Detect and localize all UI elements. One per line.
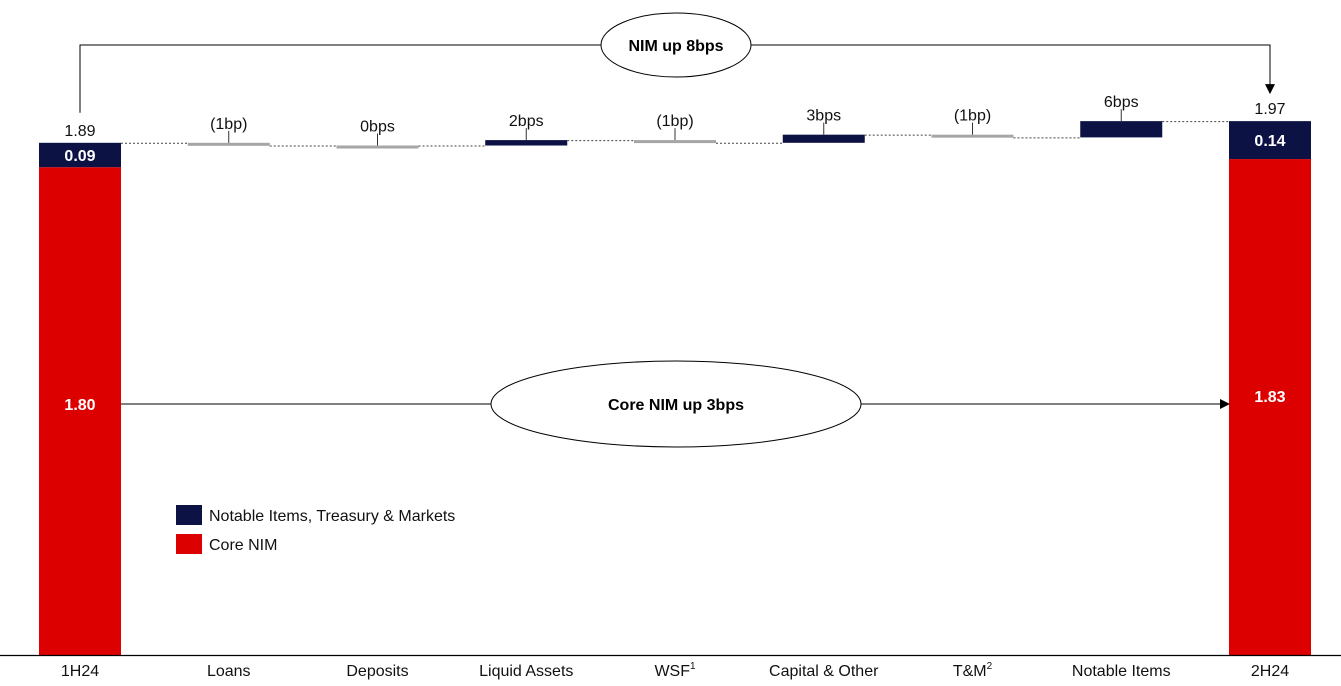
step-value-label: (1bp) xyxy=(954,108,991,125)
notable-value-label: 0.09 xyxy=(64,148,95,165)
step-bar xyxy=(336,145,419,149)
core-nim-bar xyxy=(39,167,121,655)
category-label: T&M2 xyxy=(953,661,993,680)
category-label: WSF1 xyxy=(654,661,696,680)
step-bar xyxy=(782,134,865,143)
total-value-label: 1.97 xyxy=(1254,101,1285,118)
legend: Notable Items, Treasury & Markets Core NI… xyxy=(176,505,455,554)
notable-value-label: 0.14 xyxy=(1254,133,1285,150)
step-bar xyxy=(1080,121,1163,138)
legend-label: Core NIM xyxy=(209,537,277,554)
x-axis: 1H24 Loans Deposits Liquid Assets WSF1 Capita… xyxy=(0,654,1341,680)
core-value-label: 1.83 xyxy=(1254,389,1285,406)
category-label: Notable Items xyxy=(1072,663,1171,680)
nim-bubble-text: NIM up 8bps xyxy=(628,38,723,55)
legend-swatch xyxy=(176,505,202,525)
notable-items-bar xyxy=(1229,121,1311,160)
core-nim-bubble-text: Core NIM up 3bps xyxy=(608,397,744,414)
connector-lines xyxy=(121,121,1229,147)
step-bar xyxy=(634,140,716,144)
value-labels: 0.09 1.80 1.89 0.14 1.83 1.97 (1bp) 0bps 2bps (1b… xyxy=(64,94,1285,414)
category-label: Capital & Other xyxy=(769,663,879,680)
category-label: 2H24 xyxy=(1251,663,1289,680)
step-bar xyxy=(187,142,270,146)
annotations: NIM up 8bps Core NIM up 3bps xyxy=(79,12,1275,448)
step-value-label: 6bps xyxy=(1104,94,1139,111)
step-value-label: 2bps xyxy=(509,113,544,130)
category-label: Loans xyxy=(207,663,251,680)
core-value-label: 1.80 xyxy=(64,397,95,414)
core-nim-bubble xyxy=(490,360,862,448)
step-value-label: (1bp) xyxy=(656,113,693,130)
notable-items-bar xyxy=(39,142,121,168)
legend-label: Notable Items, Treasury & Markets xyxy=(209,508,455,525)
bars xyxy=(39,109,1311,655)
category-label: Deposits xyxy=(346,663,408,680)
nim-bubble xyxy=(600,12,752,78)
legend-swatch xyxy=(176,534,202,554)
category-label: Liquid Assets xyxy=(479,663,573,680)
step-bar xyxy=(485,140,568,146)
step-bar xyxy=(931,134,1014,138)
total-value-label: 1.89 xyxy=(64,123,95,140)
step-value-label: (1bp) xyxy=(210,116,247,133)
core-nim-bar xyxy=(1229,159,1311,655)
category-label: 1H24 xyxy=(61,663,99,680)
step-value-label: 0bps xyxy=(360,119,395,136)
step-value-label: 3bps xyxy=(806,108,841,125)
